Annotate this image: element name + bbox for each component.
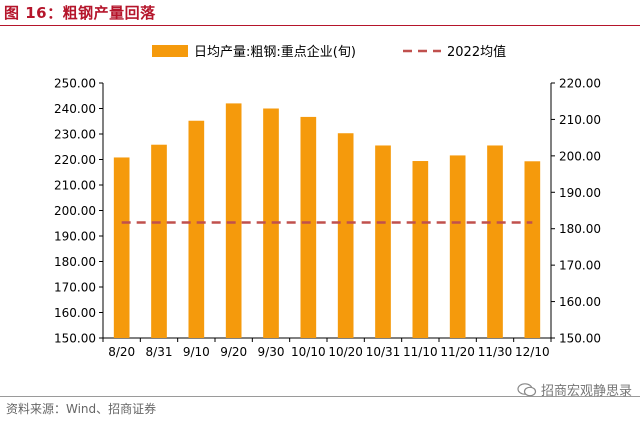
x-tick-label: 9/30 (258, 345, 285, 359)
y-left-tick-label: 230.00 (54, 128, 96, 142)
y-left-tick-label: 210.00 (54, 179, 96, 193)
bar (524, 161, 541, 338)
legend-bar-swatch (152, 45, 188, 57)
bar (151, 144, 167, 338)
y-right-tick-label: 210.00 (559, 113, 601, 127)
y-left-tick-label: 200.00 (54, 204, 96, 218)
title-divider (0, 25, 640, 26)
y-right-tick-label: 150.00 (559, 332, 601, 346)
bar (375, 145, 391, 338)
y-left-tick-label: 160.00 (54, 306, 96, 320)
y-right-tick-label: 180.00 (559, 222, 601, 236)
y-right-tick-label: 220.00 (559, 77, 601, 91)
y-left-tick-label: 190.00 (54, 230, 96, 244)
x-tick-label: 10/31 (366, 345, 401, 359)
x-tick-label: 10/20 (328, 345, 363, 359)
bar (188, 120, 205, 339)
x-tick-label: 11/30 (478, 345, 513, 359)
bar (300, 116, 317, 338)
x-tick-label: 12/10 (515, 345, 550, 359)
y-left-tick-label: 180.00 (54, 255, 96, 269)
bar (263, 108, 279, 338)
x-tick-label: 9/20 (220, 345, 247, 359)
bar (113, 157, 130, 338)
y-left-tick-label: 150.00 (54, 332, 96, 346)
watermark-text: 招商宏观静思录 (540, 384, 632, 399)
x-tick-label: 8/31 (146, 345, 173, 359)
y-right-tick-label: 160.00 (559, 295, 601, 309)
x-tick-label: 11/20 (440, 345, 475, 359)
footer-divider (0, 396, 640, 397)
x-tick-label: 8/20 (108, 345, 135, 359)
figure-title: 图 16：粗钢产量回落 (4, 4, 156, 22)
source-note: 资料来源：Wind、招商证券 (6, 402, 157, 416)
y-right-tick-label: 170.00 (559, 259, 601, 273)
y-left-tick-label: 250.00 (54, 77, 96, 91)
bar (449, 155, 466, 338)
x-tick-label: 10/10 (291, 345, 326, 359)
y-right-tick-label: 190.00 (559, 186, 601, 200)
y-left-tick-label: 170.00 (54, 281, 96, 295)
bar (337, 133, 354, 338)
legend-bar-label: 日均产量:粗钢:重点企业(旬) (194, 44, 356, 60)
y-left-tick-label: 240.00 (54, 102, 96, 116)
x-tick-label: 11/10 (403, 345, 438, 359)
x-tick-label: 9/10 (183, 345, 210, 359)
bar (487, 145, 503, 338)
y-right-tick-label: 200.00 (559, 149, 601, 163)
bar (225, 103, 242, 339)
y-left-tick-label: 220.00 (54, 153, 96, 167)
bar (412, 161, 429, 338)
watermark: 招商宏观静思录 (517, 380, 632, 399)
legend-line-label: 2022均值 (447, 44, 506, 60)
bar-line-chart: 150.00 160.00 170.00 180.00 190.00 200.00 210.… (54, 44, 601, 359)
wechat-icon (517, 382, 537, 396)
